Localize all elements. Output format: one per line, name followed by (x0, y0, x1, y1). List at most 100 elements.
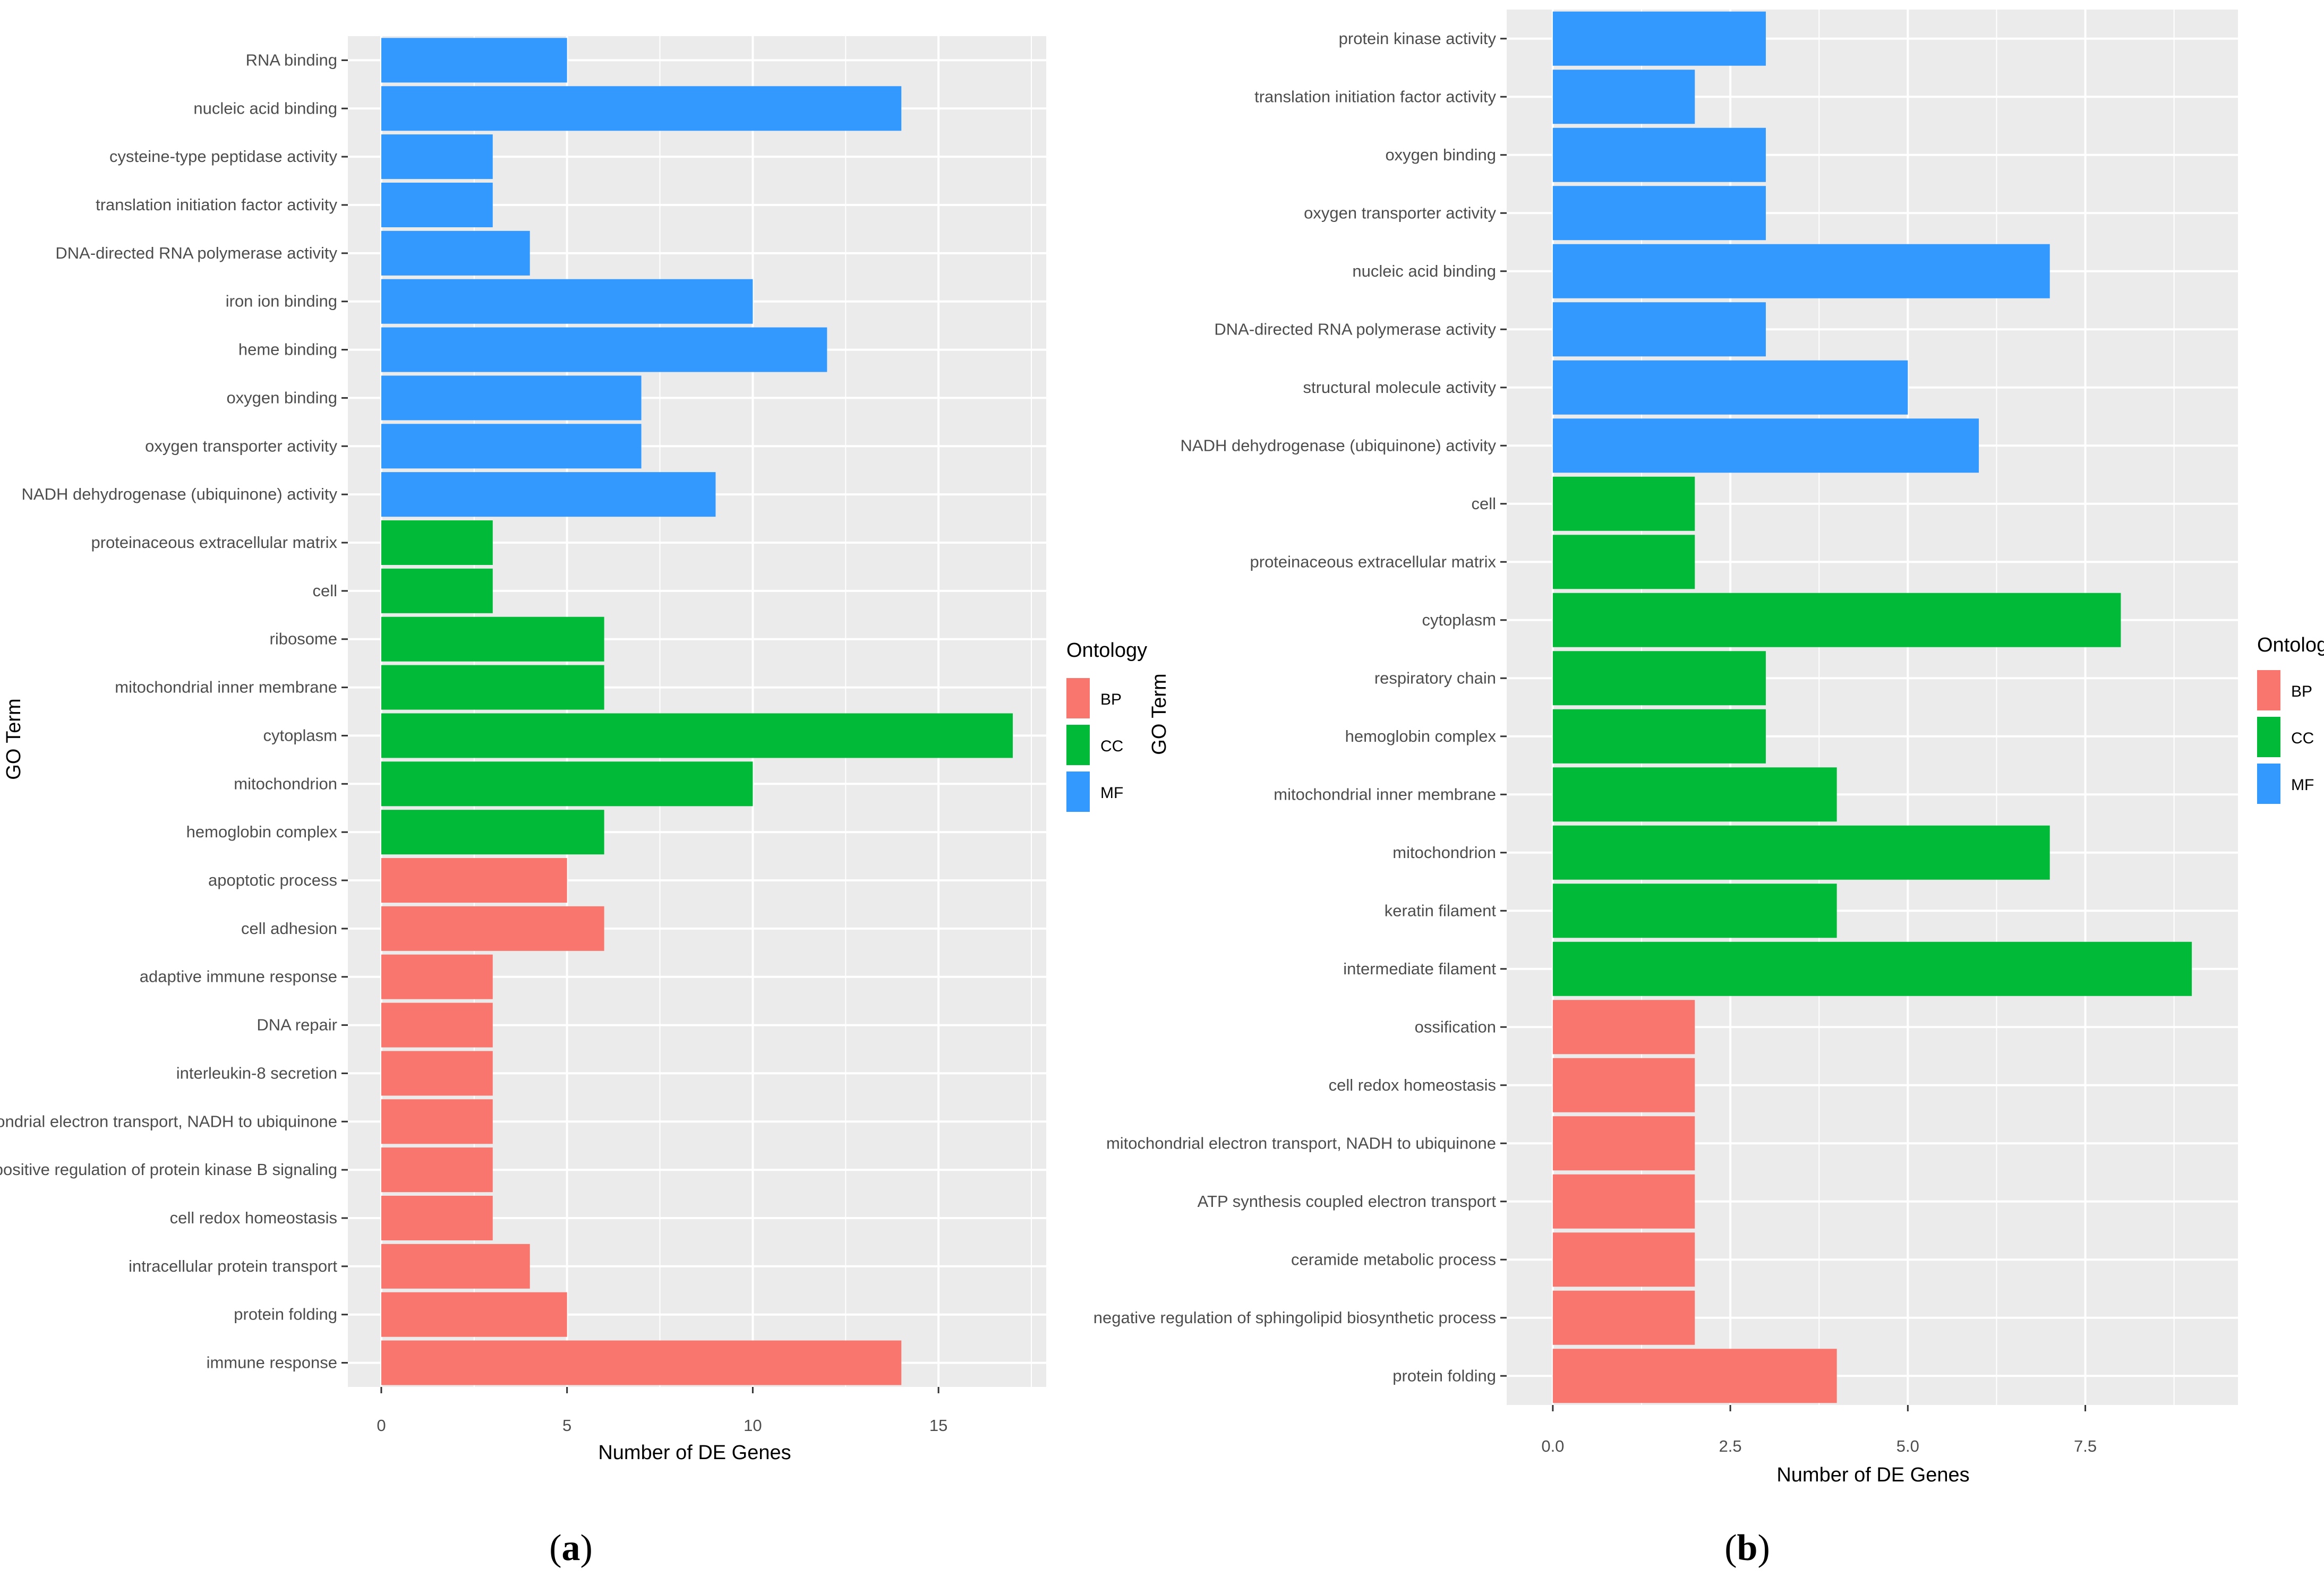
bar-mf (1552, 302, 1766, 357)
bar-bp (381, 906, 604, 951)
bar-bp (381, 1147, 493, 1193)
y-tick-label: adaptive immune response (140, 967, 337, 986)
y-tick-label: oxygen binding (226, 388, 337, 407)
y-tick-label: respiratory chain (1374, 668, 1496, 687)
bar-cc (381, 810, 604, 855)
bar-bp (381, 1244, 530, 1289)
bar-mf (1552, 127, 1766, 182)
y-tick-label: negative regulation of sphingolipid bios… (1093, 1308, 1496, 1327)
bar-bp (1552, 1000, 1695, 1055)
y-tick-label: DNA repair (257, 1016, 337, 1034)
bar-mf (1552, 11, 1766, 66)
legend-label-mf: MF (1100, 784, 1123, 802)
bar-mf (381, 472, 716, 517)
legend-label-cc: CC (1100, 738, 1123, 755)
legend-title: Ontology (1066, 639, 1147, 662)
y-tick-label: hemoglobin complex (186, 822, 338, 841)
y-tick-label: cysteine-type peptidase activity (109, 147, 338, 166)
y-tick-label: cell (312, 581, 337, 600)
legend-key-cc (1066, 725, 1090, 765)
y-tick-label: interleukin-8 secretion (176, 1064, 337, 1082)
bar-bp (381, 1099, 493, 1144)
x-tick-label: 0.0 (1541, 1437, 1564, 1455)
y-tick-label: mitochondrion (234, 774, 337, 793)
x-tick-label: 7.5 (2074, 1437, 2097, 1455)
bar-cc (1552, 651, 1766, 706)
bar-cc (1552, 884, 1837, 938)
y-tick-label: protein folding (234, 1305, 337, 1324)
y-axis-title: GO Term (3, 698, 25, 779)
y-tick-label: proteinaceous extracellular matrix (91, 533, 338, 552)
bar-cc (381, 520, 493, 565)
x-tick-label: 10 (744, 1416, 762, 1435)
y-tick-label: proteinaceous extracellular matrix (1250, 552, 1497, 571)
y-tick-label: ceramide metabolic process (1291, 1250, 1496, 1269)
y-axis-title: GO Term (1148, 673, 1170, 755)
y-tick-label: cytoplasm (1422, 611, 1496, 629)
y-tick-label: cell redox homeostasis (170, 1209, 337, 1227)
chart-a: RNA binding nucleic acid binding cysteine-… (0, 36, 1147, 1464)
legend-key-mf (1066, 772, 1090, 812)
x-tick-label: 15 (929, 1416, 947, 1435)
legend-key-cc (2257, 717, 2280, 757)
bar-mf (1552, 186, 1766, 241)
y-tick-label: intracellular protein transport (129, 1257, 337, 1275)
y-tick-label: oxygen transporter activity (145, 436, 337, 455)
bar-bp (1552, 1232, 1695, 1287)
y-tick-label: cell adhesion (241, 919, 337, 938)
bar-cc (381, 616, 604, 662)
y-tick-label: apoptotic process (208, 871, 337, 889)
bar-cc (1552, 535, 1695, 589)
bar-mf (381, 424, 642, 469)
bar-mf (1552, 244, 2050, 298)
y-tick-label: nucleic acid binding (1352, 262, 1496, 280)
legend-label-cc: CC (2291, 730, 2314, 747)
y-tick-label: mitochondrial electron transport, NADH t… (0, 1112, 337, 1130)
bar-cc (1552, 941, 2192, 996)
y-tick-label: cell (1471, 494, 1496, 513)
x-axis-title: Number of DE Genes (1776, 1464, 1969, 1486)
bar-cc (1552, 825, 2050, 880)
x-tick-label: 5 (562, 1416, 571, 1435)
bar-cc (1552, 593, 2121, 647)
bar-cc (381, 665, 604, 710)
bar-mf (381, 183, 493, 227)
x-tick-label: 2.5 (1719, 1437, 1742, 1455)
bar-bp (381, 858, 567, 903)
plot-panel (1507, 10, 2238, 1405)
y-tick-label: translation initiation factor activity (1254, 87, 1496, 106)
y-tick-label: translation initiation factor activity (96, 195, 337, 214)
y-tick-label: protein folding (1392, 1366, 1496, 1385)
bar-bp (381, 1196, 493, 1240)
y-tick-label: mitochondrial inner membrane (115, 678, 337, 697)
x-axis-title: Number of DE Genes (598, 1442, 791, 1464)
bar-mf (381, 38, 567, 83)
y-tick-label: DNA-directed RNA polymerase activity (55, 244, 337, 262)
bar-bp (1552, 1349, 1837, 1403)
y-tick-label: RNA binding (246, 50, 337, 69)
x-tick-label: 0 (377, 1416, 386, 1435)
y-tick-label: cytoplasm (263, 726, 337, 744)
y-tick-label: ribosome (270, 630, 338, 648)
bar-mf (381, 375, 642, 421)
y-tick-label: keratin filament (1385, 901, 1497, 920)
y-tick-label: mitochondrial inner membrane (1274, 785, 1496, 803)
y-tick-label: ossification (1415, 1017, 1496, 1036)
bar-bp (1552, 1174, 1695, 1229)
bar-bp (1552, 1116, 1695, 1171)
y-tick-label: protein kinase activity (1339, 29, 1497, 48)
bar-cc (381, 713, 1013, 758)
bar-bp (1552, 1058, 1695, 1112)
bar-bp (381, 1002, 493, 1048)
bar-bp (381, 1051, 493, 1096)
legend-key-bp (1066, 678, 1090, 718)
bar-bp (1552, 1290, 1695, 1345)
x-tick-label: 5.0 (1896, 1437, 1919, 1455)
caption-a-letter: a (562, 1528, 580, 1569)
y-tick-label: ATP synthesis coupled electron transport (1198, 1192, 1497, 1211)
y-tick-label: hemoglobin complex (1345, 727, 1497, 745)
caption-b-letter: b (1737, 1528, 1758, 1569)
caption-b: (b) (1724, 1528, 1770, 1569)
y-tick-label: oxygen transporter activity (1304, 203, 1496, 222)
